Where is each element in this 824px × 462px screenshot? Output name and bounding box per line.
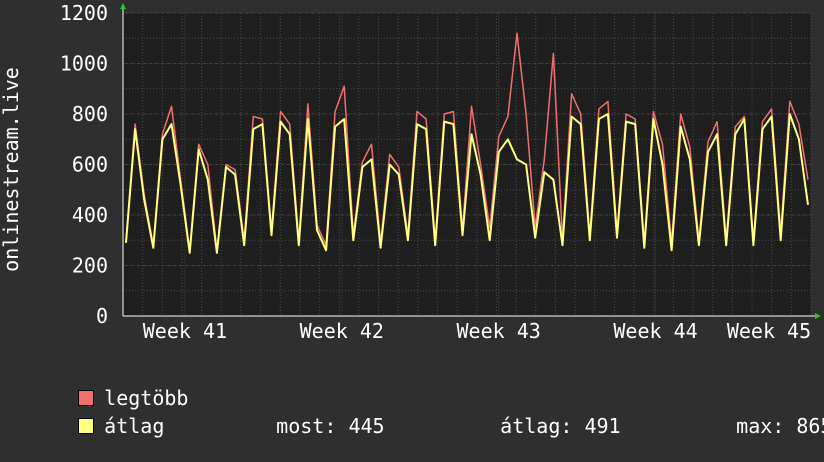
stat-current-label: most:: [276, 414, 337, 438]
y-tick-label: 0: [96, 304, 108, 328]
x-tick-label: Week 44: [613, 319, 697, 343]
chart: 0 200 400 600 800 1000 1200 Week 41 Week 42 Week …: [0, 1, 824, 438]
legend-item-avg: átlag: [30, 390, 164, 462]
stat-average: átlag: 491: [452, 390, 621, 462]
stat-max-label: max:: [736, 414, 785, 438]
y-tick-label: 800: [72, 102, 108, 126]
y-tick-label: 600: [72, 153, 108, 177]
y-tick-label: 1200: [60, 1, 108, 25]
series-line-avg: [125, 113, 809, 254]
stat-current: most: 445: [228, 390, 385, 462]
y-axis-title: onlinestream.live: [0, 67, 23, 272]
x-axis-arrow: [815, 313, 821, 319]
y-tick-label: 1000: [60, 52, 108, 76]
y-tick-label: 200: [72, 254, 108, 278]
y-axis-arrow: [120, 3, 126, 9]
stat-average-label: átlag:: [500, 414, 573, 438]
legend-label-max: legtöbb: [104, 386, 189, 410]
x-tick-label: Week 42: [300, 319, 384, 343]
x-tick-label: Week 45: [727, 319, 811, 343]
x-tick-label: Week 41: [143, 319, 227, 343]
stat-max: max: 865: [688, 390, 824, 462]
y-tick-label: 400: [72, 203, 108, 227]
stat-max-value: 865: [796, 414, 824, 438]
stat-current-value: 445: [348, 414, 385, 438]
legend-swatch-max: [78, 390, 95, 406]
stat-average-value: 491: [584, 414, 621, 438]
chart-svg: 0 200 400 600 800 1000 1200 Week 41 Week 42 Week …: [0, 1, 821, 343]
legend-item-max: legtöbb: [30, 362, 188, 434]
legend-label-avg: átlag: [104, 414, 165, 438]
x-tick-label: Week 43: [456, 319, 540, 343]
legend-swatch-avg: [78, 418, 95, 434]
